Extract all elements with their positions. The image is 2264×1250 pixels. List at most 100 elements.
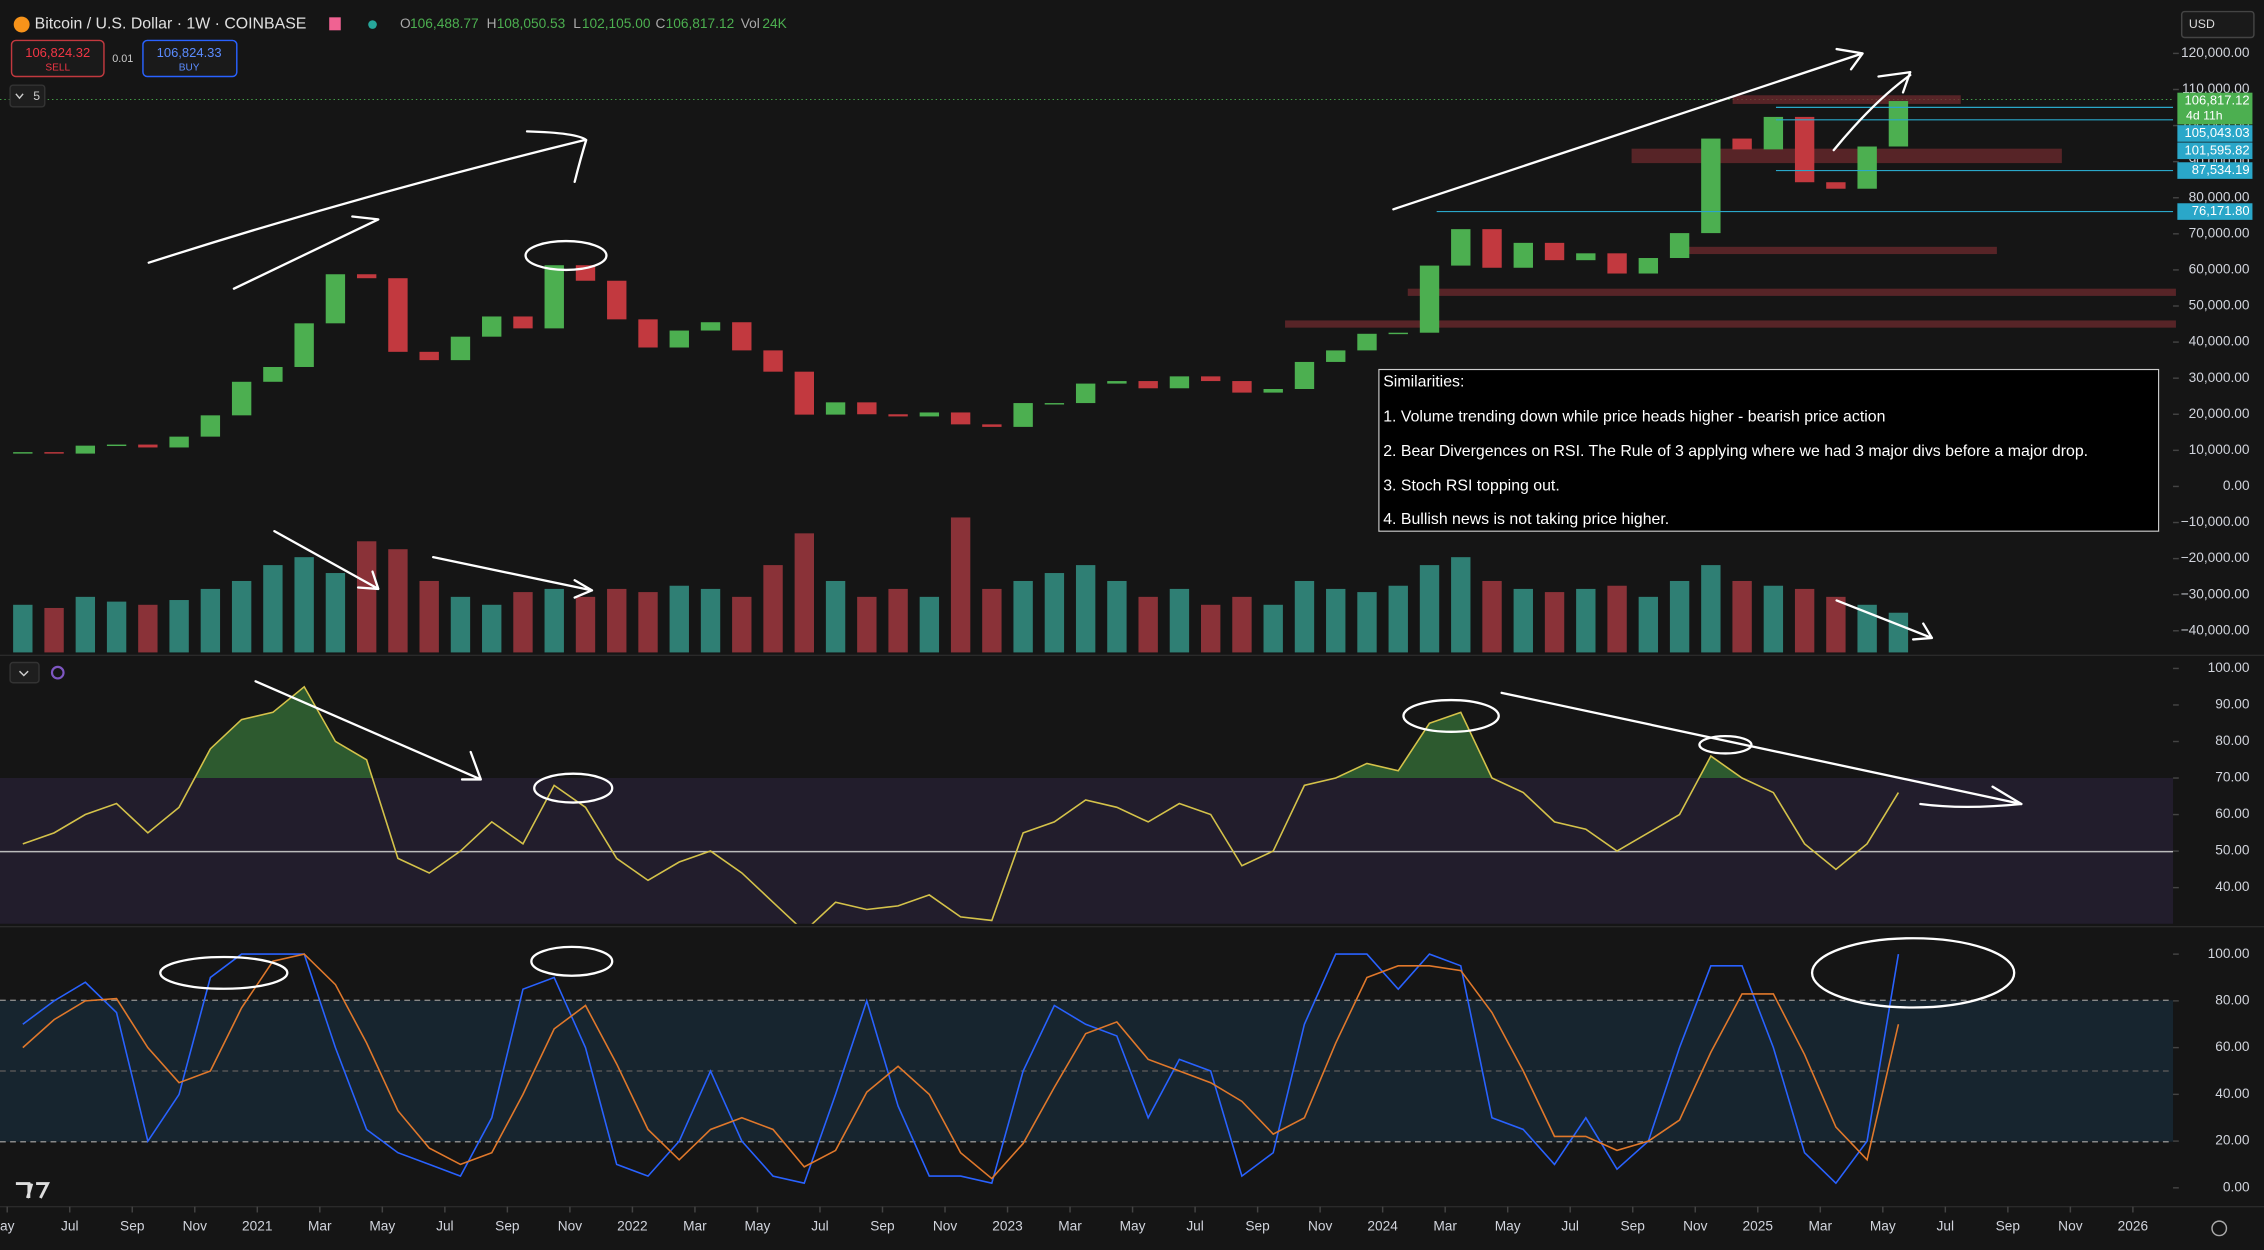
candle [1138,381,1158,389]
sell-price: 106,824.32 [25,45,90,60]
candle [1201,376,1221,382]
price-label-box [2177,142,2253,160]
flag [329,17,341,31]
candle [231,381,252,416]
y-tick-label: 90.00 [2215,697,2250,712]
annotation-box [1378,368,2160,532]
price-label-box [2177,203,2253,220]
symbol: Bitcoin / U.S. Dollar · 1W · COINBASE [35,16,307,33]
circle [159,955,289,990]
volume-bar [419,580,439,653]
x-tick-label: Nov [558,1219,583,1234]
candle [1326,350,1346,362]
candle [1888,101,1909,147]
candle [1701,138,1721,234]
candle [1357,333,1377,351]
candle [950,412,971,425]
arrow [1835,599,1934,641]
pane-toggle[interactable] [9,661,40,684]
x-tick-label: Nov [933,1219,958,1234]
spread: 0.01 [112,53,133,65]
volume-bar [1263,604,1283,653]
volume-bar [1201,604,1221,653]
y-tick-label: 0.00 [2223,478,2250,493]
volume-label: Vol [741,16,760,31]
volume-bar [1107,580,1127,653]
volume-bar [169,600,189,653]
circle [1810,937,2016,1009]
price-label: 87,534.19 [2192,162,2250,177]
settings[interactable] [2211,1220,2228,1237]
y-tick-label: 30,000.00 [2189,370,2250,385]
volume-bar [13,604,33,653]
candle [888,414,908,417]
indicator-toggle[interactable] [9,84,46,108]
volume-bar [607,588,627,653]
currency-select[interactable] [2180,10,2255,39]
x-tick-label: Jul [436,1219,454,1234]
x-tick-label: 2021 [242,1219,272,1234]
candle [1044,403,1065,405]
indicator-icon [50,665,65,680]
candle [1169,376,1190,389]
arrow [232,215,380,290]
high-label: H [487,16,497,31]
candle [1294,361,1315,390]
candle [44,452,64,454]
line [22,685,1900,924]
candle [732,322,752,351]
buy-button[interactable] [142,39,238,78]
logo [15,1182,50,1199]
zone [1285,320,2176,328]
open-label: O [400,16,411,31]
currency: USD [2189,17,2215,31]
y-tick-label: 50.00 [2215,843,2250,858]
volume-bar [1888,612,1909,653]
candle [13,452,33,454]
candle [482,316,502,337]
y-tick-label: 110,000.00 [2182,81,2250,96]
volume-bar [138,604,158,653]
volume-bar [1357,592,1377,653]
candle [669,330,689,348]
candle [200,415,221,437]
sell-button[interactable] [10,39,105,78]
x-tick-label: Nov [1308,1219,1333,1234]
zone [1732,95,1961,104]
candle [1763,116,1784,150]
x-tick-label: Sep [1245,1219,1270,1234]
volume-bar [544,588,564,653]
candle [75,445,96,454]
price-label: 101,595.82 [2185,142,2250,157]
y-tick-label: −10,000.00 [2181,514,2250,529]
y-tick-label: 100.00 [2208,946,2250,961]
volume-bar [231,580,252,653]
volume-bar [450,596,471,653]
volume-bar [1701,565,1721,653]
volume-bar [388,549,408,653]
annotation: Similarities: 1. Volume trending down wh… [1378,368,2160,532]
x-tick-label: May [1120,1219,1146,1234]
volume-bar [1294,580,1315,653]
candle [1638,258,1659,274]
circle [1402,698,1500,733]
y-tick-label: 40.00 [2215,879,2250,894]
volume-bar [1857,604,1877,653]
price-label-box [2177,92,2253,125]
chevron [15,93,24,100]
annotation-item: 2. Bear Divergences on RSI. The Rule of … [1383,443,2088,460]
volume-bar [794,533,815,653]
x-tick-label: May [1495,1219,1521,1234]
x-tick-label: May [369,1219,395,1234]
btc-icon [13,16,30,33]
chevron [18,670,29,677]
y-tick-label: 40.00 [2215,1086,2250,1101]
x-tick-label: Sep [1996,1219,2021,1234]
volume-bar [825,580,846,653]
candle [450,336,471,361]
x-tick-label: Mar [683,1219,707,1234]
volume-bar [1669,580,1690,653]
x-tick-label: ay [0,1219,15,1234]
open: 106,488.77 [410,16,479,31]
volume-bar [75,596,96,653]
